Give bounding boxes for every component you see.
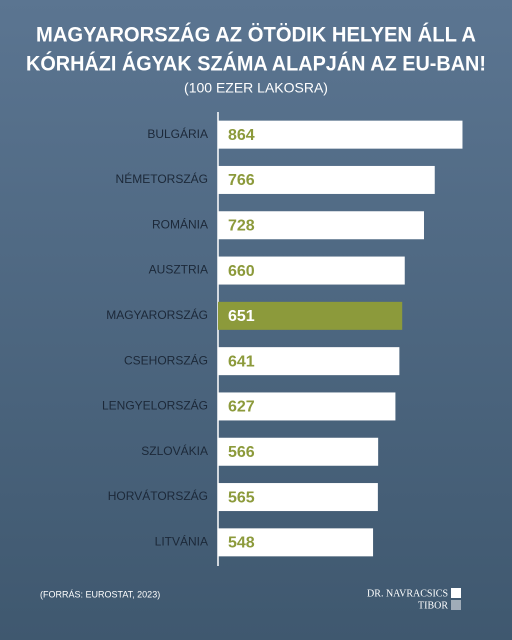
bar <box>218 120 463 149</box>
bar <box>218 256 405 285</box>
logo-line: DR. NAVRACSICS <box>367 588 448 599</box>
logo-square <box>451 600 461 610</box>
subtitle: (100 EZER LAKOSRA) <box>184 80 328 96</box>
logo-square <box>451 588 461 598</box>
category-label: LITVÁNIA <box>155 534 208 549</box>
value-label: 565 <box>228 489 255 506</box>
title-line: KÓRHÁZI ÁGYAK SZÁMA ALAPJÁN AZ EU-BAN! <box>26 52 486 76</box>
source: (FORRÁS: EUROSTAT, 2023) <box>40 589 160 599</box>
category-label: LENGYELORSZÁG <box>102 398 208 413</box>
bar <box>218 165 435 194</box>
category-label: AUSZTRIA <box>149 263 208 277</box>
value-label: 548 <box>228 535 255 552</box>
value-label: 766 <box>228 172 255 189</box>
category-label: SZLOVÁKIA <box>141 443 208 458</box>
value-label: 660 <box>228 263 255 280</box>
category-label: MAGYARORSZÁG <box>106 307 208 322</box>
bar <box>218 211 424 240</box>
value-label: 566 <box>228 444 255 461</box>
value-label: 864 <box>228 127 255 144</box>
bar <box>218 483 378 512</box>
value-label: 651 <box>228 308 255 325</box>
category-label: ROMÁNIA <box>152 216 208 231</box>
bar <box>218 528 374 557</box>
bar <box>218 392 396 421</box>
category-label: HORVÁTORSZÁG <box>108 488 208 503</box>
title-line: MAGYARORSZÁG AZ ÖTÖDIK HELYEN ÁLL A <box>36 24 476 47</box>
value-label: 728 <box>228 217 255 234</box>
category-label: CSEHORSZÁG <box>124 352 208 367</box>
value-label: 627 <box>228 399 255 416</box>
value-label: 641 <box>228 353 255 370</box>
category-label: NÉMETORSZÁG <box>116 171 208 186</box>
category-label: BULGÁRIA <box>147 126 208 141</box>
bar <box>218 301 403 330</box>
logo-line: TIBOR <box>418 600 448 611</box>
bar <box>218 437 379 466</box>
bar <box>218 347 400 376</box>
